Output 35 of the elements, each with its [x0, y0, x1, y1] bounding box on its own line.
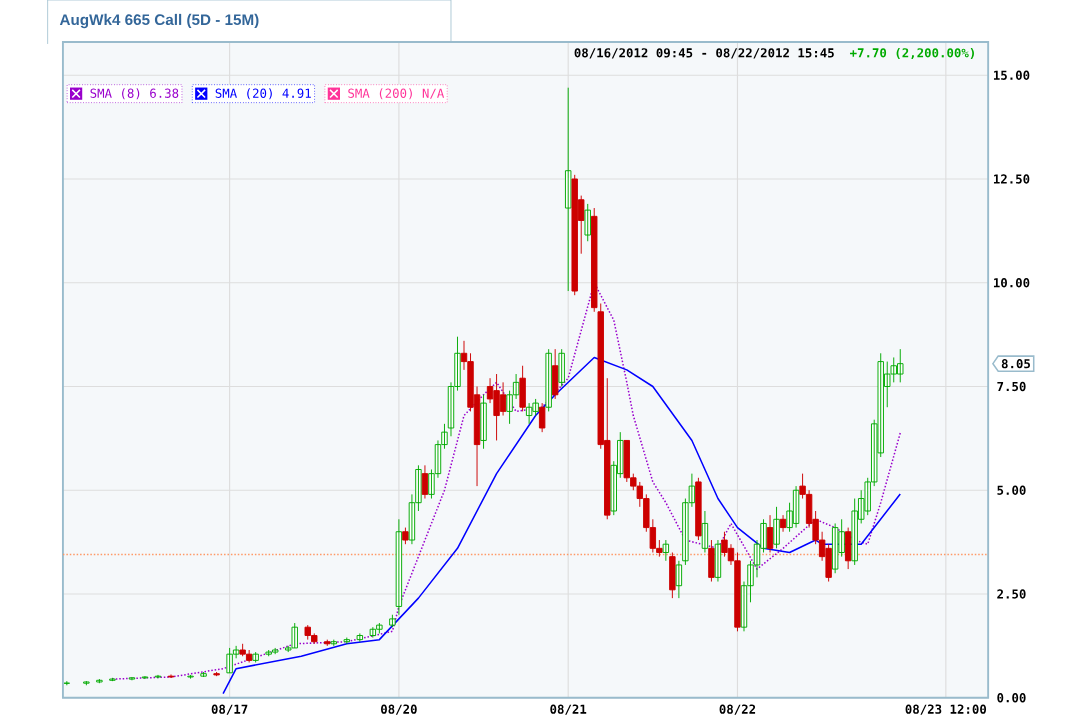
candlestick: [356, 632, 364, 642]
candlestick: [83, 680, 90, 686]
line-series: [222, 356, 902, 695]
candlestick: [311, 632, 318, 645]
candlestick: [304, 624, 311, 640]
candlestick: [376, 622, 383, 634]
candlestick: [558, 348, 565, 387]
candlestick: [252, 651, 259, 663]
candlestick: [734, 551, 741, 632]
candlestick: [96, 678, 103, 684]
candlestick: [708, 539, 715, 582]
candlestick: [343, 636, 351, 645]
candlestick: [695, 477, 702, 541]
candlestick: [773, 506, 780, 549]
candlestick: [721, 531, 728, 557]
candlestick: [291, 622, 298, 649]
candlestick: [200, 671, 207, 678]
candlestick: [851, 497, 858, 566]
candlestick: [545, 348, 552, 412]
candlestick: [239, 643, 246, 657]
candlestick: [584, 203, 591, 242]
candlestick: [571, 174, 578, 296]
candlestick: [402, 526, 409, 545]
candlestick: [480, 394, 487, 449]
candlestick: [330, 638, 337, 647]
candlestick: [271, 647, 279, 655]
candlestick: [623, 439, 630, 483]
candlestick: [519, 365, 526, 412]
candlestick: [265, 649, 272, 657]
candlestick: [389, 614, 396, 628]
candlestick: [493, 373, 500, 441]
candlestick: [897, 348, 904, 383]
candlestick: [213, 671, 220, 677]
candlestick: [532, 398, 539, 416]
candlestick: [226, 647, 233, 674]
